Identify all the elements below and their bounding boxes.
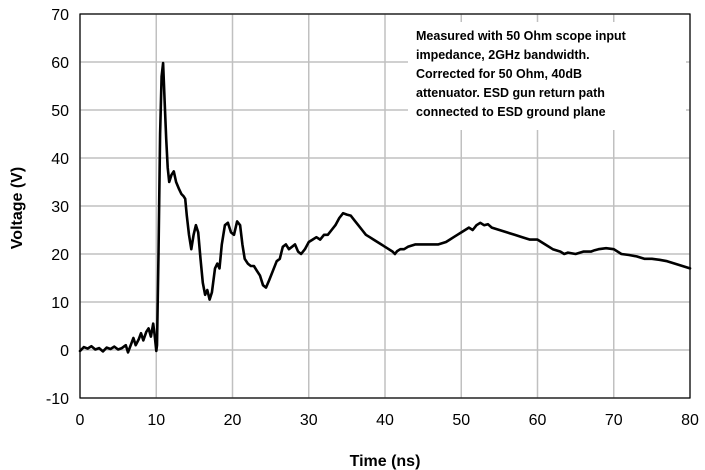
x-tick-label: 40 [376,412,394,429]
x-tick-label: 0 [76,412,85,429]
x-axis-title: Time (ns) [350,453,421,470]
plot-frame [79,13,691,399]
y-tick-labels: -10 0 10 20 30 40 50 60 70 [46,7,69,408]
y-tick-label: 10 [51,295,69,312]
y-tick-label: 40 [51,151,69,168]
x-tick-labels: 0 10 20 30 40 50 60 70 80 [76,412,699,429]
annotation-line-5: connected to ESD ground plane [416,105,606,119]
x-tick-label: 20 [224,412,242,429]
x-tick-label: 60 [529,412,547,429]
y-tick-label: 0 [60,343,69,360]
annotation-line-1: Measured with 50 Ohm scope input [416,29,627,43]
y-tick-label: 20 [51,247,69,264]
y-tick-label: 70 [51,7,69,24]
y-tick-label: -10 [46,391,69,408]
x-tick-label: 70 [605,412,623,429]
y-tick-label: 30 [51,199,69,216]
annotation-line-3: Corrected for 50 Ohm, 40dB [416,67,582,81]
y-axis-title: Voltage (V) [9,167,26,249]
annotation-line-4: attenuator. ESD gun return path [416,86,605,100]
y-tick-label: 60 [51,55,69,72]
x-tick-label: 30 [300,412,318,429]
annotation-box [408,22,686,130]
series-group [78,61,692,354]
x-tick-label: 50 [452,412,470,429]
x-tick-label: 80 [681,412,699,429]
series-line [78,61,692,354]
x-tick-label: 10 [147,412,165,429]
y-tick-label: 50 [51,103,69,120]
annotation-line-2: impedance, 2GHz bandwidth. [416,48,590,62]
